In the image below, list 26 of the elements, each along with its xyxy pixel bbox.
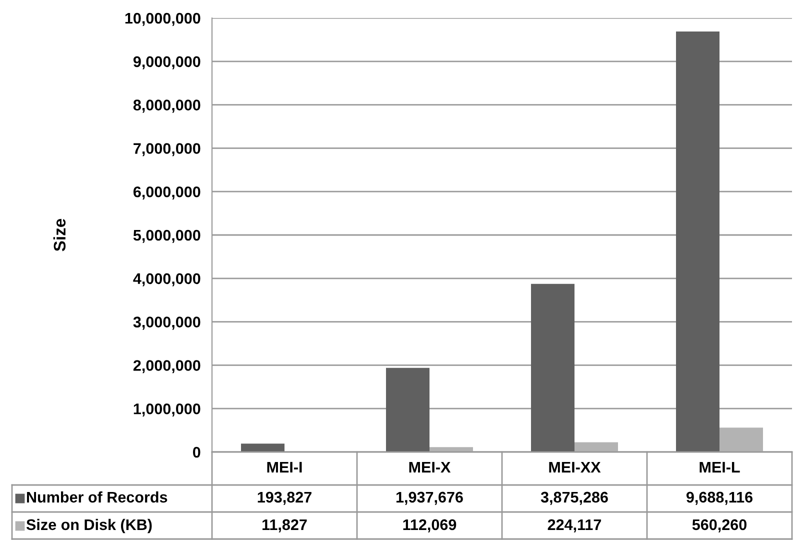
legend-label: Number of Records (27, 491, 168, 503)
data-label: 560,260 (692, 519, 746, 532)
data-label: 112,069 (403, 519, 456, 532)
y-tick-label: 2,000,000 (133, 360, 200, 374)
y-tick-label: 4,000,000 (133, 273, 200, 286)
y-tick-label: 6,000,000 (133, 186, 200, 200)
y-tick-label: 8,000,000 (133, 100, 200, 113)
data-label: 224,117 (548, 519, 602, 532)
x-tick-label: MEI-I (267, 462, 302, 472)
x-tick-label: MEI-XX (549, 462, 601, 472)
y-tick-label: 3,000,000 (133, 316, 200, 330)
data-label: 193,827 (258, 492, 312, 505)
y-tick-label: 7,000,000 (134, 143, 200, 156)
data-label: 1,937,676 (396, 492, 463, 505)
data-label: 3,875,286 (540, 492, 608, 505)
legend-label: Size on Disk (KB) (26, 518, 152, 534)
y-tick-label: 5,000,000 (133, 230, 200, 243)
y-tick-label: 10,000,000 (125, 12, 200, 26)
x-tick-label: MEI-X (409, 462, 451, 472)
data-label: 11,827 (262, 519, 307, 532)
y-tick-label: 9,000,000 (133, 56, 200, 70)
x-tick-label: MEI-L (700, 462, 740, 472)
y-tick-label: 1,000,000 (134, 403, 200, 416)
y-tick-label: 0 (192, 446, 200, 458)
data-label: 9,688,116 (686, 492, 753, 505)
y-axis-title: Size (53, 218, 66, 252)
